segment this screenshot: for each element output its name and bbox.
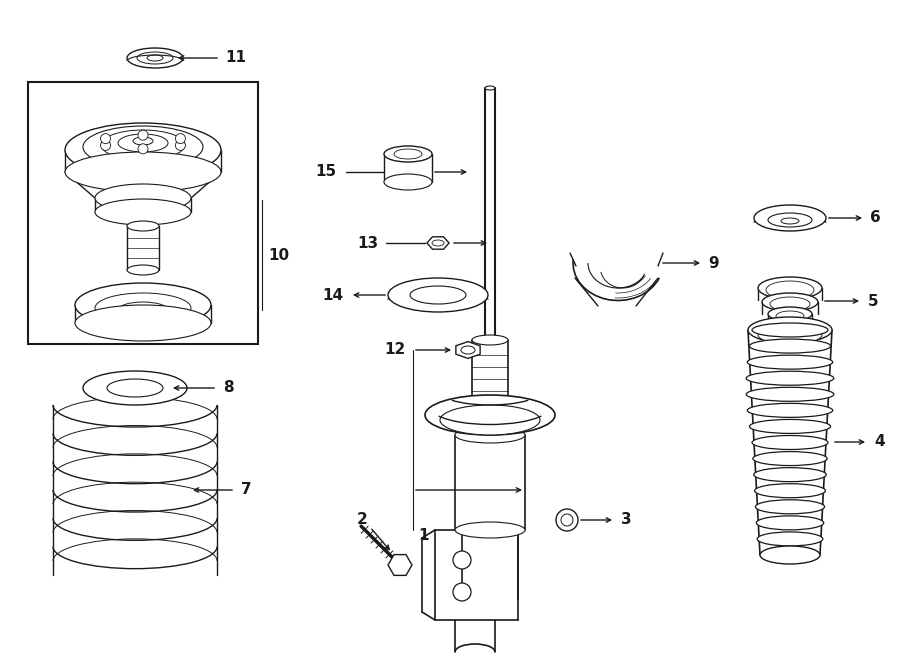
Ellipse shape xyxy=(762,293,818,311)
Ellipse shape xyxy=(472,410,508,420)
Circle shape xyxy=(138,144,148,154)
Text: 11: 11 xyxy=(225,50,246,65)
Ellipse shape xyxy=(95,293,191,323)
Ellipse shape xyxy=(75,283,211,327)
Ellipse shape xyxy=(137,52,173,64)
Ellipse shape xyxy=(747,403,833,417)
Ellipse shape xyxy=(95,184,191,212)
Text: 8: 8 xyxy=(223,381,234,395)
Ellipse shape xyxy=(754,205,826,231)
Text: 15: 15 xyxy=(315,165,336,180)
Ellipse shape xyxy=(755,500,824,514)
Text: 5: 5 xyxy=(868,293,878,309)
Ellipse shape xyxy=(455,427,525,443)
Ellipse shape xyxy=(776,311,804,321)
Ellipse shape xyxy=(758,277,822,299)
Ellipse shape xyxy=(752,436,828,449)
Text: 14: 14 xyxy=(322,288,343,303)
Ellipse shape xyxy=(753,451,827,465)
Ellipse shape xyxy=(101,130,185,160)
Bar xyxy=(28,82,258,344)
Ellipse shape xyxy=(455,522,525,538)
Text: 2: 2 xyxy=(356,512,367,527)
Ellipse shape xyxy=(118,134,168,152)
Ellipse shape xyxy=(760,546,820,564)
Ellipse shape xyxy=(440,405,540,435)
Circle shape xyxy=(138,130,148,140)
Ellipse shape xyxy=(752,323,828,337)
Text: 7: 7 xyxy=(241,483,252,498)
Ellipse shape xyxy=(758,326,822,344)
Polygon shape xyxy=(456,342,480,358)
Ellipse shape xyxy=(384,146,432,162)
Ellipse shape xyxy=(410,286,466,304)
Circle shape xyxy=(101,134,111,143)
Ellipse shape xyxy=(461,346,475,354)
Circle shape xyxy=(176,140,185,151)
Ellipse shape xyxy=(770,297,810,311)
Ellipse shape xyxy=(768,213,812,227)
Ellipse shape xyxy=(394,149,422,159)
Polygon shape xyxy=(388,555,412,575)
Ellipse shape xyxy=(107,379,163,397)
Ellipse shape xyxy=(754,484,825,498)
Text: 10: 10 xyxy=(268,247,289,262)
Polygon shape xyxy=(427,237,449,249)
Text: 3: 3 xyxy=(621,512,632,527)
Ellipse shape xyxy=(95,199,191,225)
Circle shape xyxy=(453,583,471,601)
Ellipse shape xyxy=(384,174,432,190)
Ellipse shape xyxy=(746,387,833,401)
Text: 13: 13 xyxy=(357,235,378,251)
Ellipse shape xyxy=(432,240,444,246)
Circle shape xyxy=(561,514,573,526)
Circle shape xyxy=(176,134,185,143)
Ellipse shape xyxy=(753,467,826,482)
Ellipse shape xyxy=(127,48,183,68)
Ellipse shape xyxy=(147,55,163,61)
Text: 9: 9 xyxy=(708,256,718,270)
Ellipse shape xyxy=(425,395,555,435)
Ellipse shape xyxy=(472,335,508,345)
Ellipse shape xyxy=(750,339,831,353)
Ellipse shape xyxy=(746,371,833,385)
Ellipse shape xyxy=(65,123,221,177)
Text: 4: 4 xyxy=(874,434,885,449)
Ellipse shape xyxy=(757,532,823,546)
Ellipse shape xyxy=(748,317,832,343)
Ellipse shape xyxy=(65,152,221,192)
Ellipse shape xyxy=(133,137,153,145)
Ellipse shape xyxy=(462,523,518,537)
Ellipse shape xyxy=(750,420,831,434)
Ellipse shape xyxy=(83,126,203,168)
Ellipse shape xyxy=(756,516,824,530)
Ellipse shape xyxy=(388,278,488,312)
Ellipse shape xyxy=(127,265,159,275)
Ellipse shape xyxy=(127,221,159,231)
Circle shape xyxy=(556,509,578,531)
Ellipse shape xyxy=(766,281,814,299)
Circle shape xyxy=(101,140,111,151)
Ellipse shape xyxy=(75,305,211,341)
Ellipse shape xyxy=(747,355,833,369)
Ellipse shape xyxy=(781,218,799,224)
Text: 12: 12 xyxy=(385,342,406,358)
Text: 1: 1 xyxy=(418,527,428,543)
Ellipse shape xyxy=(118,302,168,318)
Text: 6: 6 xyxy=(870,210,881,225)
Ellipse shape xyxy=(83,371,187,405)
Circle shape xyxy=(453,551,471,569)
Ellipse shape xyxy=(485,86,495,90)
Ellipse shape xyxy=(768,307,812,321)
